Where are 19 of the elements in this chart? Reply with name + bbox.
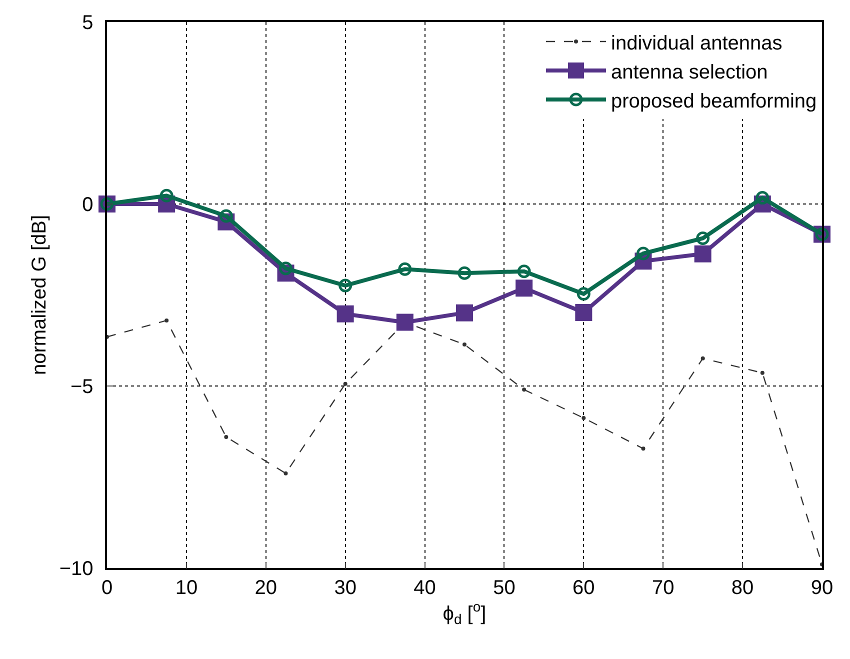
y-tick-label: 5	[82, 12, 94, 34]
legend-label: individual antennas	[611, 32, 782, 54]
x-tick-label: 90	[810, 576, 834, 599]
x-axis-title: ϕ$_{d}$ [$^{o}$]	[442, 598, 486, 627]
x-tick-label: 50	[493, 576, 516, 599]
y-tick-label: 0	[82, 194, 94, 216]
x-tick-label: 10	[175, 576, 198, 599]
x-tick-label: 70	[652, 576, 674, 599]
x-tick-label: 40	[414, 576, 436, 599]
legend-label: antenna selection	[611, 61, 768, 84]
x-tick-label: 60	[572, 576, 595, 599]
x-tick-label: 80	[731, 576, 754, 599]
y-axis-title: normalized G [dB]	[28, 214, 50, 376]
x-tick-label: 0	[101, 576, 113, 599]
x-tick-label: 20	[254, 576, 278, 599]
x-tick-label: 30	[334, 576, 356, 599]
y-tick-label: −10	[59, 558, 94, 580]
y-tick-label: −5	[70, 376, 94, 398]
legend-label: proposed beamforming	[611, 90, 817, 112]
